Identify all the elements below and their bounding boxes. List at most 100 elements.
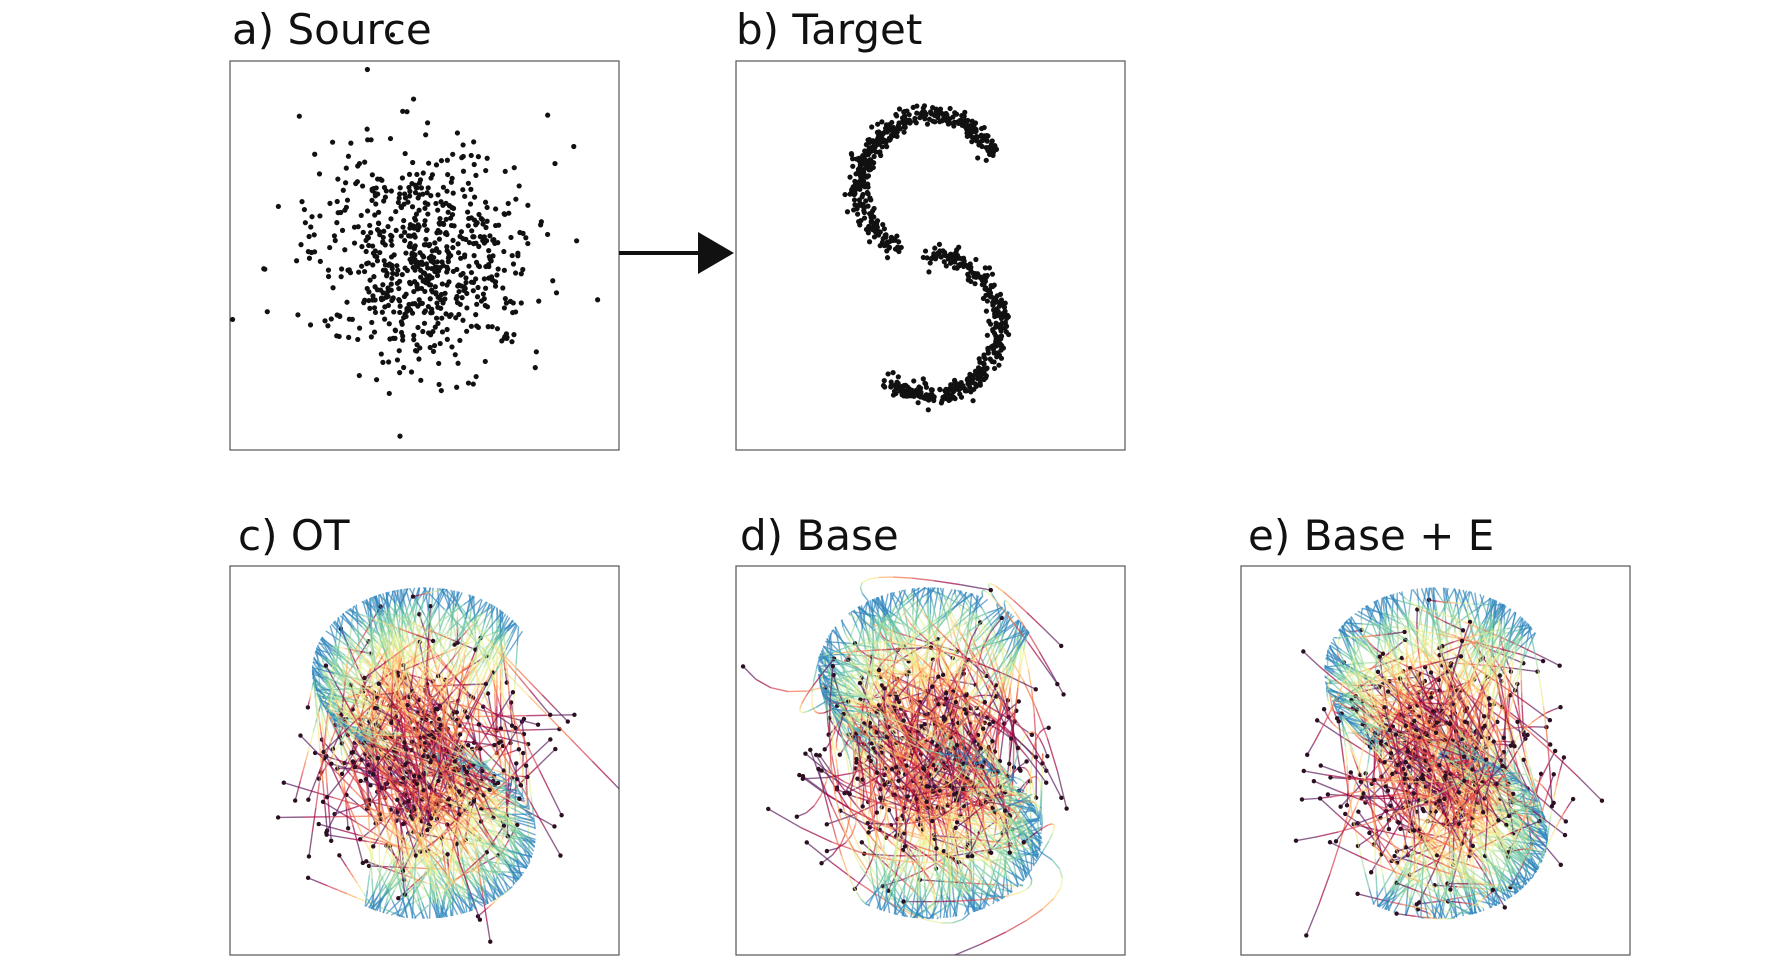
point <box>410 159 416 166</box>
point <box>342 247 348 253</box>
trajectory-segment <box>413 664 420 684</box>
point <box>430 348 437 355</box>
point <box>853 156 860 162</box>
trajectory-segment <box>329 625 337 644</box>
point <box>470 288 476 294</box>
point <box>883 140 889 146</box>
point <box>511 165 517 171</box>
trajectory-segment <box>498 894 503 899</box>
trajectory-segment <box>404 698 418 709</box>
point <box>468 152 474 159</box>
trajectory-segment <box>340 744 343 756</box>
point <box>348 140 354 146</box>
point <box>471 253 477 259</box>
point <box>432 284 438 290</box>
point <box>850 163 856 169</box>
point <box>309 214 315 220</box>
trajectory-segment <box>513 840 519 860</box>
point <box>423 241 429 248</box>
trajectory-segment <box>504 773 510 777</box>
trajectory-segment <box>390 868 400 883</box>
point <box>502 168 508 175</box>
point <box>998 315 1005 322</box>
point <box>389 32 396 38</box>
point <box>972 368 979 374</box>
start-point <box>520 750 526 756</box>
point <box>948 392 954 398</box>
trajectory-segment <box>520 799 523 802</box>
point <box>518 300 524 306</box>
trajectory-segment <box>469 694 486 723</box>
point <box>966 274 972 280</box>
point <box>393 208 399 215</box>
point <box>334 312 340 318</box>
point <box>976 356 982 362</box>
point <box>1002 325 1008 331</box>
trajectory-segment <box>493 683 499 699</box>
trajectory-segment <box>494 693 497 709</box>
point <box>411 337 417 343</box>
point <box>404 109 410 115</box>
point <box>455 283 461 289</box>
start-point <box>485 691 491 696</box>
trajectory-segment <box>332 646 346 657</box>
trajectory-segment <box>500 771 506 775</box>
point <box>369 187 375 194</box>
point <box>412 267 418 273</box>
point <box>842 191 848 198</box>
point <box>501 305 508 311</box>
point <box>981 281 987 287</box>
trajectory-segment <box>415 867 431 870</box>
point <box>330 285 336 291</box>
trajectory-segment <box>477 599 483 613</box>
start-point <box>516 747 522 752</box>
trajectory-segment <box>335 729 340 738</box>
trajectory-segment <box>496 770 501 774</box>
trajectory-segment <box>309 694 312 698</box>
point <box>429 265 435 272</box>
point <box>457 233 463 239</box>
point <box>454 130 461 136</box>
point <box>372 309 379 316</box>
point <box>871 153 877 160</box>
point <box>993 320 999 326</box>
point <box>402 150 408 157</box>
point <box>391 309 397 315</box>
trajectory-segment <box>490 835 501 852</box>
start-point <box>275 815 281 820</box>
point <box>466 263 472 269</box>
point <box>229 316 236 323</box>
point <box>366 289 372 295</box>
point <box>984 298 990 304</box>
point <box>465 180 471 186</box>
point <box>342 207 348 213</box>
trajectory-segment <box>327 885 338 891</box>
point <box>401 217 407 224</box>
point <box>510 261 517 267</box>
point <box>306 233 312 240</box>
trajectory-segment <box>341 755 344 766</box>
trajectory-segment <box>439 641 456 669</box>
point <box>920 254 926 261</box>
point <box>438 291 445 298</box>
point <box>884 242 890 248</box>
trajectory-segment <box>381 853 387 868</box>
point <box>401 293 408 300</box>
point <box>488 258 494 264</box>
trajectory-segment <box>482 760 487 763</box>
point <box>990 328 996 334</box>
trajectory-segment <box>464 844 470 855</box>
point <box>460 142 466 148</box>
trajectory-segment <box>320 683 329 691</box>
point <box>868 146 875 152</box>
point <box>881 378 887 384</box>
point <box>996 311 1002 318</box>
point <box>914 110 920 116</box>
point <box>844 209 851 215</box>
point <box>990 302 996 308</box>
trajectory-segment <box>325 710 329 726</box>
point <box>928 387 934 393</box>
point <box>425 185 431 191</box>
trajectory-segment <box>477 867 485 876</box>
